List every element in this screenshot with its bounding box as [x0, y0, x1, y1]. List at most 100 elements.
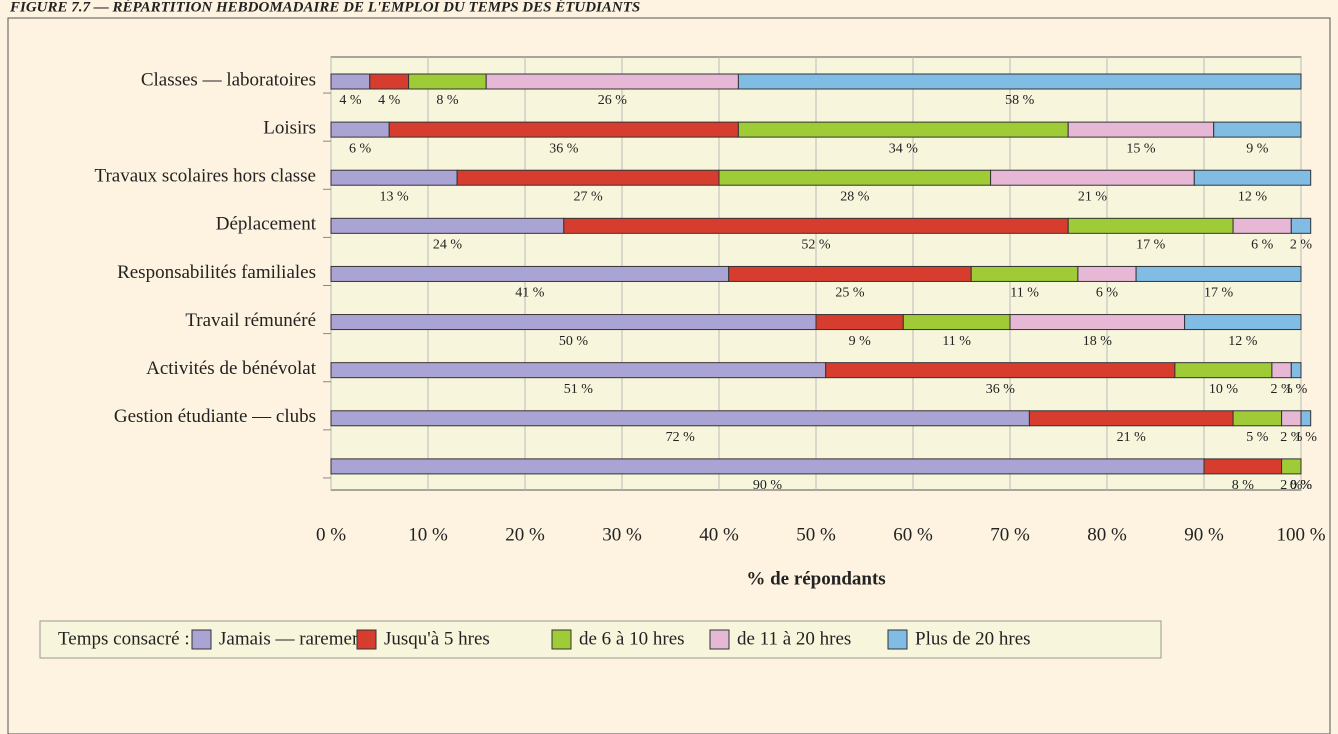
value-label: 5 % [1246, 430, 1269, 445]
x-axis-title: % de répondants [746, 568, 885, 589]
bar-segment [408, 73, 487, 90]
bar-segment [737, 73, 1302, 90]
bar-segment [1300, 410, 1312, 427]
value-label: 12 % [1228, 334, 1258, 349]
value-label: 10 % [1209, 382, 1239, 397]
bar-segment [388, 121, 739, 138]
value-label: 0 % [1290, 478, 1313, 493]
value-label: 11 % [1010, 286, 1039, 301]
y-tick-label: Travaux scolaires hors classe [95, 166, 316, 187]
x-tick-label: 50 % [796, 524, 836, 545]
x-tick-label: 20 % [505, 524, 545, 545]
bar-segment [1174, 362, 1273, 379]
bar-segment [1290, 362, 1302, 379]
y-tick-label: Activités de bénévolat [146, 358, 317, 379]
x-tick-label: 10 % [408, 524, 448, 545]
bar-segment [330, 217, 565, 234]
bar-segment [330, 362, 827, 379]
legend-swatch [551, 629, 572, 650]
bar-segment [1135, 265, 1302, 282]
value-label: 27 % [573, 189, 603, 204]
value-label: 2 % [1280, 430, 1303, 445]
bar-segment [330, 265, 730, 282]
value-label: 25 % [835, 286, 865, 301]
legend-title: Temps consacré : [58, 628, 190, 649]
x-tick-label: 90 % [1184, 524, 1224, 545]
bar-segment [1028, 410, 1234, 427]
bar-segment [456, 169, 720, 186]
value-label: 17 % [1136, 238, 1166, 253]
bar-segment [1213, 121, 1302, 138]
bar-segment [902, 314, 1011, 331]
y-tick-label: Gestion étudiante — clubs [114, 406, 316, 427]
bar-segment [330, 169, 458, 186]
chart-title: FIGURE 7.7 — RÉPARTITION HEBDOMADAIRE DE… [9, 0, 640, 15]
bar-segment [718, 169, 992, 186]
bar-segment [1067, 217, 1234, 234]
value-label: 11 % [942, 334, 971, 349]
value-label: 36 % [986, 382, 1016, 397]
bar-segment [330, 314, 817, 331]
bar-segment [990, 169, 1195, 186]
value-label: 58 % [1005, 93, 1035, 108]
value-label: 6 % [349, 141, 372, 156]
bar-segment [369, 73, 410, 90]
bar-segment [737, 121, 1069, 138]
x-tick-label: 30 % [602, 524, 642, 545]
value-label: 4 % [378, 93, 401, 108]
value-label: 13 % [379, 189, 409, 204]
bar-segment [1281, 458, 1302, 475]
value-label: 90 % [753, 478, 783, 493]
value-label: 6 % [1096, 286, 1119, 301]
bar-segment [1077, 265, 1137, 282]
x-tick-label: 100 % [1276, 524, 1325, 545]
value-label: 72 % [666, 430, 696, 445]
legend-swatch [709, 629, 730, 650]
bar-segment [563, 217, 1069, 234]
bar-segment [330, 458, 1205, 475]
value-label: 18 % [1083, 334, 1113, 349]
y-tick-label: Classes — laboratoires [141, 69, 316, 90]
bar-segment [485, 73, 739, 90]
value-label: 1 % [1295, 430, 1318, 445]
y-tick-label: Déplacement [216, 214, 317, 235]
value-label: 24 % [433, 238, 463, 253]
bar-segment [1067, 121, 1215, 138]
value-label: 8 % [1232, 478, 1255, 493]
bar-segment [1232, 410, 1283, 427]
value-label: 9 % [849, 334, 872, 349]
value-label: 36 % [549, 141, 579, 156]
bar-segment [1009, 314, 1186, 331]
bar-segment [728, 265, 972, 282]
value-label: 50 % [559, 334, 589, 349]
bar-segment [1184, 314, 1302, 331]
value-label: 6 % [1251, 238, 1274, 253]
x-tick-label: 60 % [893, 524, 933, 545]
value-label: 28 % [840, 189, 870, 204]
legend-swatch [191, 629, 212, 650]
value-label: 34 % [889, 141, 919, 156]
legend-swatch [356, 629, 377, 650]
bar-segment [1271, 362, 1292, 379]
bar-segment [970, 265, 1079, 282]
bar-segment [330, 410, 1030, 427]
x-tick-label: 40 % [699, 524, 739, 545]
legend-swatch [887, 629, 908, 650]
bar-segment [815, 314, 904, 331]
value-label: 9 % [1246, 141, 1269, 156]
value-label: 21 % [1117, 430, 1147, 445]
legend-label: Jamais — rarement [219, 628, 367, 649]
value-label: 1 % [1285, 382, 1308, 397]
value-label: 2 % [1271, 382, 1294, 397]
value-label: 0 % [1290, 478, 1313, 493]
bar-segment [1281, 410, 1302, 427]
value-label: 8 % [436, 93, 459, 108]
value-label: 12 % [1238, 189, 1268, 204]
bar-segment [1203, 458, 1283, 475]
value-label: 2 % [1280, 478, 1303, 493]
bar-segment [330, 121, 390, 138]
legend-label: de 11 à 20 hres [737, 628, 851, 649]
bar-segment [1193, 169, 1312, 186]
